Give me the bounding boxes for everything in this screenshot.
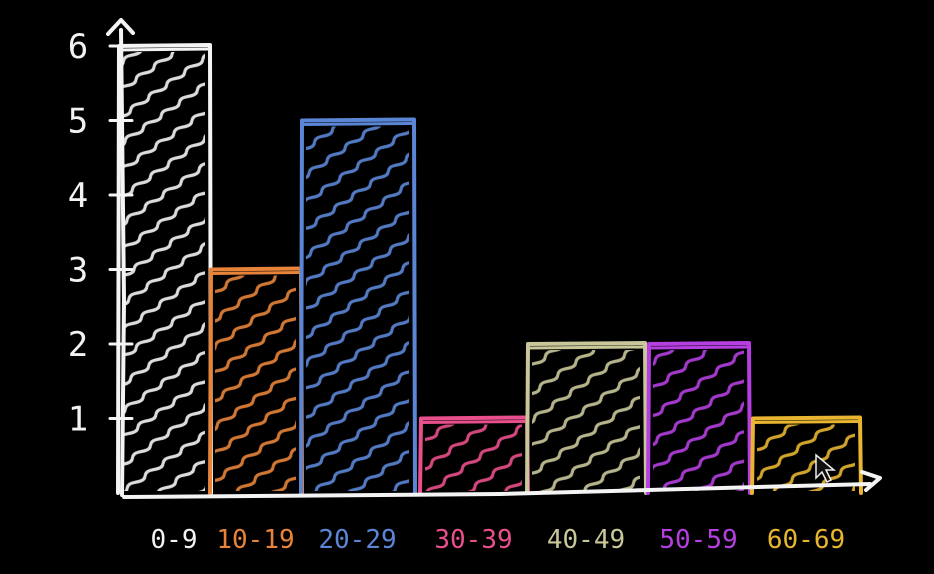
y-tick-5: 5 [68,102,134,142]
x-category-label-20-29: 20-29 [318,525,396,555]
x-category-label-50-59: 50-59 [659,525,737,555]
bar-hatch-fill [425,424,522,491]
bar-hatch-fill [123,52,205,491]
bar-top-edge [211,271,300,275]
y-tick-label: 3 [68,251,88,291]
y-tick-3: 3 [68,251,134,291]
bar-top-edge [649,345,748,350]
bar-40-49 [525,341,648,495]
y-ticks: 1 2 3 4 5 6 [68,27,134,440]
bar-10-19 [208,266,304,495]
bar-top-edge [119,47,209,52]
y-tick-label: 4 [68,176,88,216]
y-tick-label: 2 [68,325,88,365]
bar-60-69 [750,415,863,495]
bar-hatch-fill [653,350,744,491]
bar-hatch-fill [532,350,640,491]
bar-outline [646,341,752,495]
bars-layer [116,43,863,495]
y-tick-6: 6 [68,27,134,67]
y-tick-4: 4 [68,176,134,216]
x-category-labels: 0-9 10-19 20-29 30-39 40-49 50-59 60-69 [151,525,846,555]
bar-30-39 [418,415,530,495]
x-category-label-40-49: 40-49 [547,525,625,555]
bar-top-edge [421,420,526,424]
x-category-label-60-69: 60-69 [767,525,845,555]
x-category-label-10-19: 10-19 [216,525,294,555]
x-category-label-0-9: 0-9 [151,525,198,555]
y-tick-label: 1 [68,400,88,440]
bar-top-edge [302,122,413,126]
bar-top-edge [753,420,859,424]
x-axis [122,482,872,499]
y-tick-2: 2 [68,325,134,365]
y-tick-label: 5 [68,102,88,142]
x-axis-arrow [860,470,882,492]
bar-50-59 [646,341,752,495]
y-axis [119,28,127,497]
bar-outline [750,415,863,495]
bar-20-29 [299,117,417,495]
bar-hatch-fill [757,424,855,491]
bar-outline [525,341,648,495]
y-tick-label: 6 [68,27,88,67]
bar-hatch-fill [215,275,296,491]
x-category-label-30-39: 30-39 [434,525,512,555]
bar-hatch-fill [306,126,409,491]
y-tick-1: 1 [68,400,134,440]
bar-top-edge [528,345,644,350]
bar-outline [299,117,417,495]
y-axis-arrow [106,18,135,36]
mouse-cursor-icon [815,453,837,484]
